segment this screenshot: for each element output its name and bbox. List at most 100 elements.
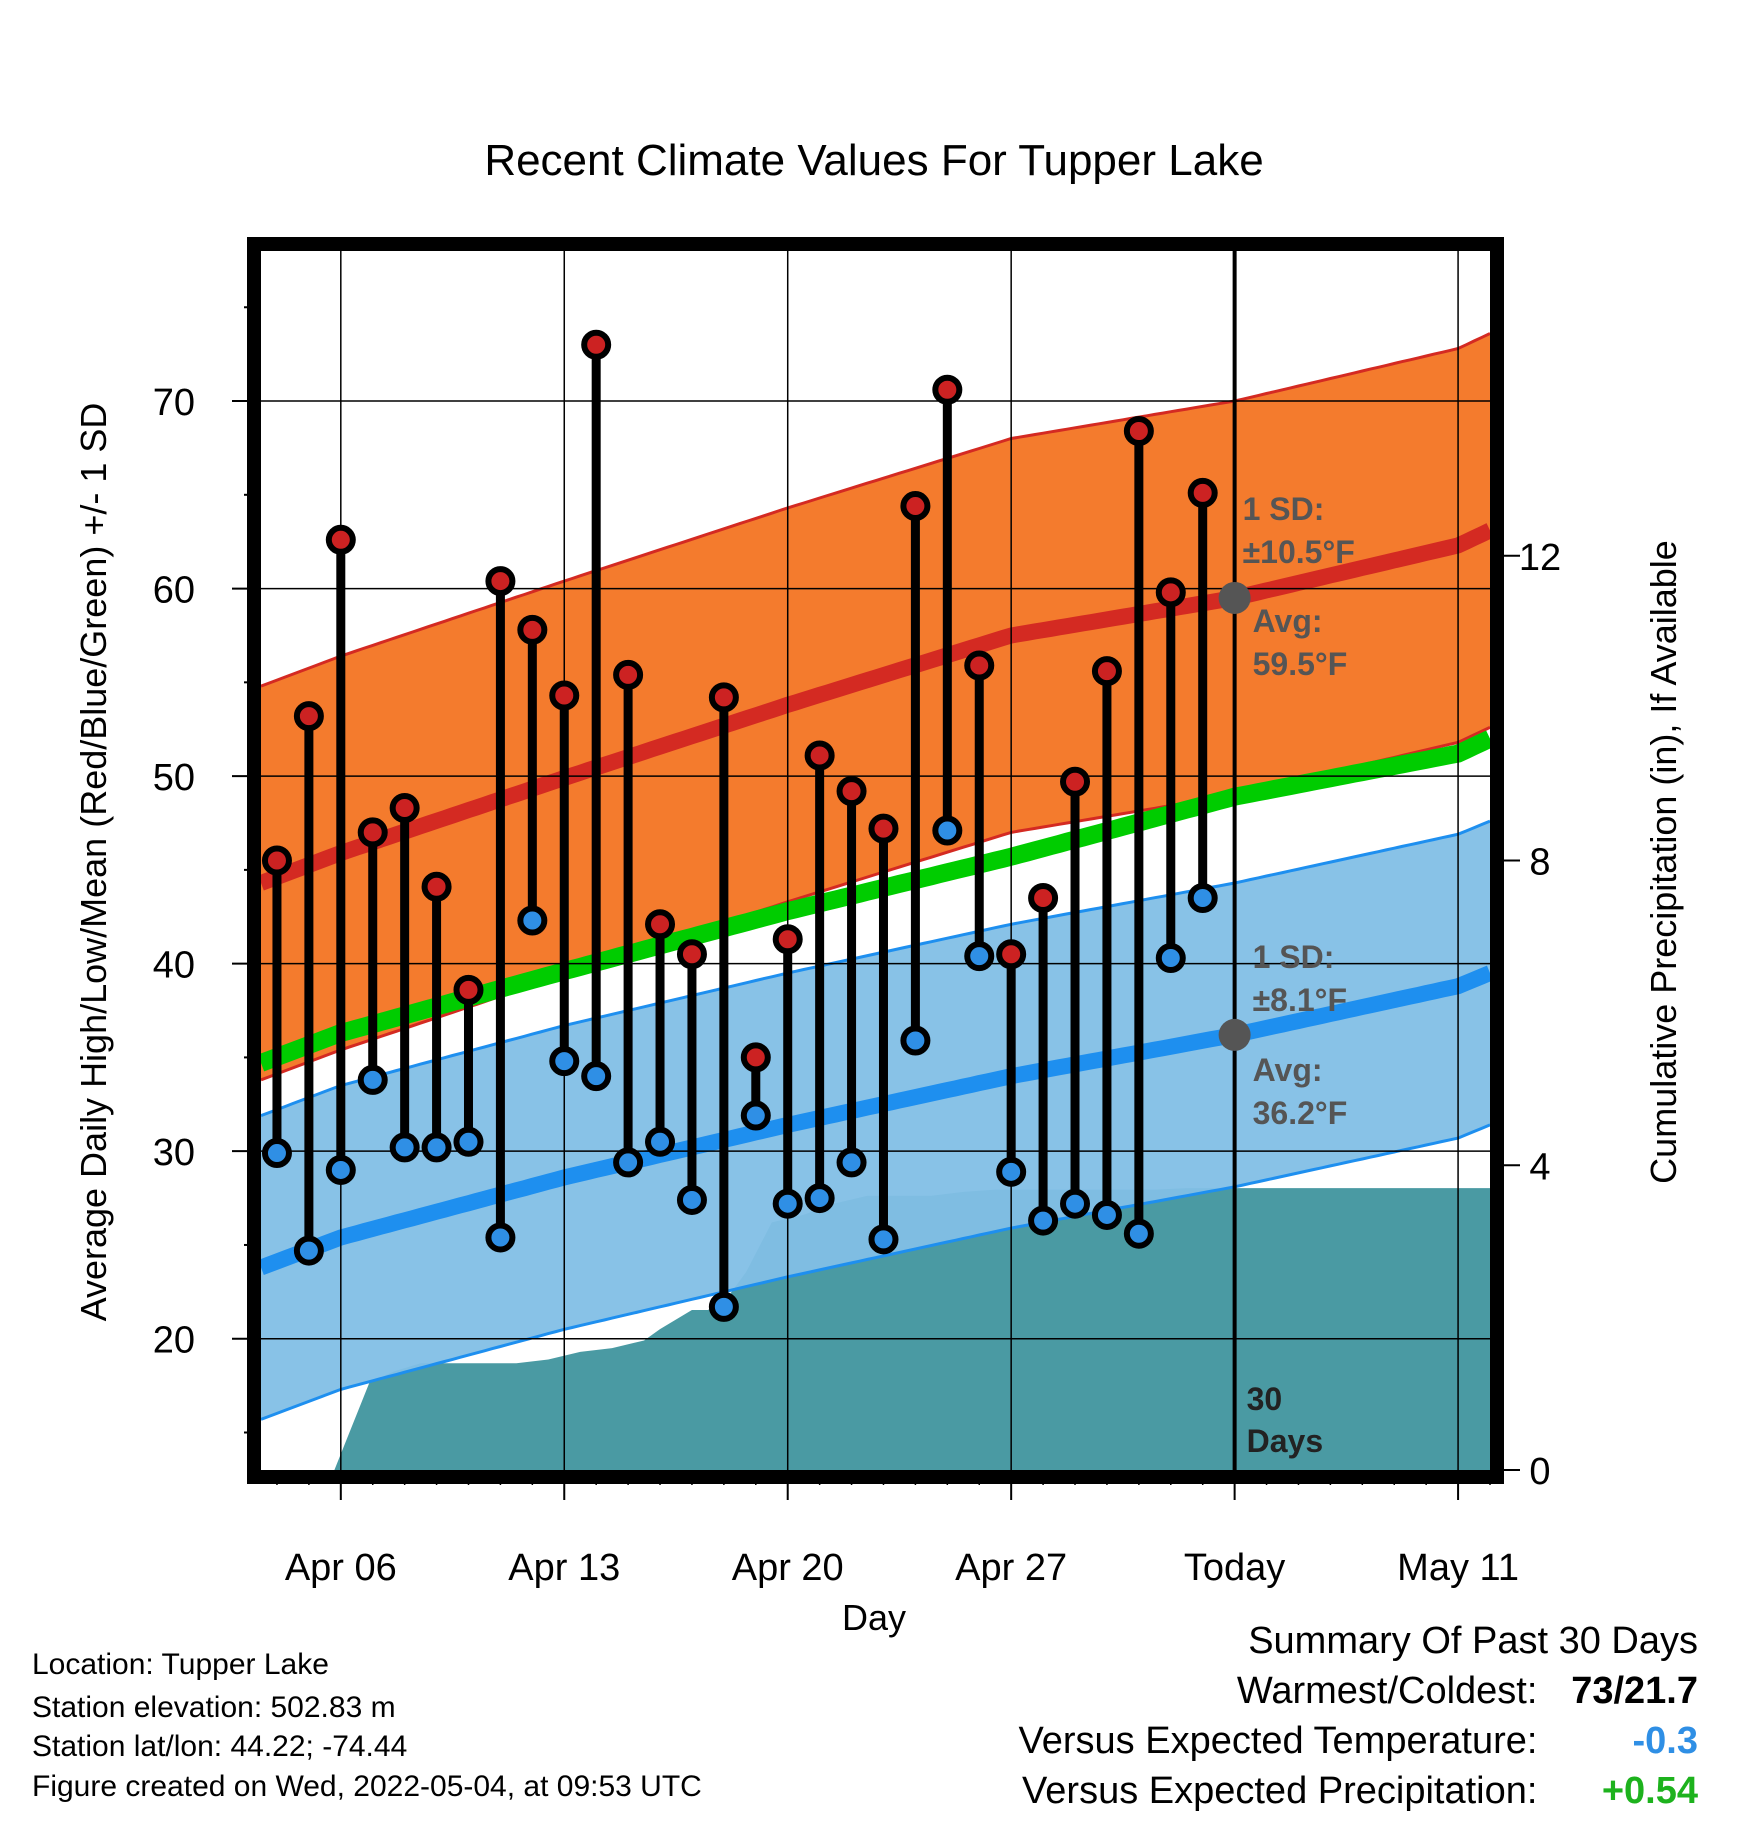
observed-high-point — [996, 939, 1027, 970]
summary-temp-row: Versus Expected Temperature: -0.3 — [1019, 1720, 1698, 1763]
summary-warmest-value: 73/21.7 — [1571, 1670, 1698, 1712]
observed-high-point — [676, 939, 707, 970]
observed-low-point — [325, 1154, 356, 1185]
y-tick-label: 30 — [153, 1132, 195, 1174]
observed-low-point — [357, 1064, 388, 1095]
today-high-avg-point — [1218, 581, 1251, 614]
observed-low-point — [517, 905, 548, 936]
y-tick-label: 20 — [153, 1320, 195, 1362]
observed-high-point — [772, 924, 803, 955]
observed-low-point — [1091, 1199, 1122, 1230]
observed-high-point — [964, 650, 995, 681]
today-low-avg-point — [1218, 1018, 1251, 1051]
observed-low-point — [868, 1224, 899, 1255]
y-tick-label: 50 — [153, 757, 195, 799]
observed-high-point — [1187, 477, 1218, 508]
observed-high-point — [261, 845, 292, 876]
observed-low-point — [1155, 943, 1186, 974]
observed-low-point — [676, 1184, 707, 1215]
observed-high-point — [740, 1042, 771, 1073]
y-axis-label-right: Cumulative Precipitation (in), If Availa… — [1643, 540, 1684, 1184]
summary-precip-value: +0.54 — [1601, 1770, 1698, 1812]
observed-low-point — [996, 1156, 1027, 1187]
observed-low-point — [549, 1046, 580, 1077]
observed-high-point — [868, 813, 899, 844]
precip-cumulative-area — [334, 1188, 1490, 1470]
observed-low-point — [1187, 883, 1218, 914]
chart-title: Recent Climate Values For Tupper Lake — [484, 136, 1263, 185]
low-avg-label: Avg: — [1253, 1052, 1323, 1088]
summary-precip-label: Versus Expected Precipitation: — [1022, 1770, 1538, 1812]
observed-low-point — [740, 1100, 771, 1131]
observed-low-point — [261, 1138, 292, 1169]
observed-high-point — [357, 817, 388, 848]
observed-high-point — [900, 491, 931, 522]
y-axis-label-left: Average Daily High/Low/Mean (Red/Blue/Gr… — [73, 403, 114, 1322]
x-tick-label: May 11 — [1397, 1547, 1519, 1589]
observed-high-point — [613, 659, 644, 690]
observed-high-point — [485, 566, 516, 597]
observed-low-point — [772, 1188, 803, 1219]
high-avg-label: Avg: — [1253, 603, 1323, 639]
y-tick-label: 40 — [153, 945, 195, 987]
plot-area — [261, 251, 1490, 1470]
observed-low-point — [900, 1025, 931, 1056]
normal-high-mean-line — [261, 523, 1490, 891]
observed-low-point — [836, 1147, 867, 1178]
footer-latlon: Station lat/lon: 44.22; -74.44 — [32, 1730, 408, 1763]
observed-high-point — [581, 329, 612, 360]
x-tick-label: Apr 20 — [732, 1547, 844, 1589]
observed-low-point — [485, 1222, 516, 1253]
x-tick-label: Apr 13 — [508, 1547, 620, 1589]
observed-high-point — [517, 614, 548, 645]
low-band-lower-edge — [261, 1123, 1490, 1421]
observed-low-point — [613, 1147, 644, 1178]
x-axis-label: Day — [842, 1597, 906, 1638]
normal-low-mean-line — [261, 965, 1490, 1275]
x-tick-label: Apr 27 — [955, 1547, 1067, 1589]
footer-created: Figure created on Wed, 2022-05-04, at 09… — [32, 1770, 702, 1803]
observed-high-point — [325, 524, 356, 555]
x-tick-label: Apr 06 — [285, 1547, 397, 1589]
y-right-tick-label: 0 — [1529, 1451, 1550, 1493]
high-sd-value: ±10.5°F — [1243, 534, 1355, 570]
summary-temp-value: -0.3 — [1632, 1720, 1698, 1762]
observed-high-point — [1028, 883, 1059, 914]
observed-low-point — [1028, 1205, 1059, 1236]
observed-high-point — [453, 974, 484, 1005]
high-band-upper-edge — [261, 332, 1490, 688]
observed-high-point — [549, 680, 580, 711]
observed-high-point — [645, 909, 676, 940]
observed-low-point — [389, 1132, 420, 1163]
observed-high-point — [932, 374, 963, 405]
high-avg-value: 59.5°F — [1253, 646, 1348, 682]
footer-elevation: Station elevation: 502.83 m — [32, 1691, 396, 1724]
high-sd-label: 1 SD: — [1243, 491, 1325, 527]
axes-layer: Apr 06 Apr 13 Apr 20 Apr 27 Today May 11 20 30 4… — [153, 306, 1561, 1589]
observed-low-point — [581, 1061, 612, 1092]
low-avg-value: 36.2°F — [1253, 1095, 1348, 1131]
observed-high-point — [1091, 656, 1122, 687]
observed-high-point — [1060, 766, 1091, 797]
x-tick-label: Today — [1184, 1547, 1285, 1589]
today-days-label: Days — [1247, 1423, 1324, 1459]
y-right-tick-label: 8 — [1529, 842, 1550, 884]
observed-high-point — [708, 682, 739, 713]
observed-low-point — [804, 1183, 835, 1214]
y-tick-label: 70 — [153, 382, 195, 424]
y-right-tick-label: 4 — [1529, 1146, 1550, 1188]
summary-warmest-label: Warmest/Coldest: — [1236, 1670, 1538, 1712]
observed-high-point — [293, 701, 324, 732]
observed-low-point — [964, 941, 995, 972]
observed-high-point — [421, 871, 452, 902]
today-days-number: 30 — [1247, 1381, 1283, 1417]
annotation-layer: 1 SD: ±10.5°F Avg: 59.5°F 1 SD: ±8.1°F Avg: 36.… — [1218, 491, 1355, 1459]
observed-low-point — [1123, 1218, 1154, 1249]
summary-warmest-row: Warmest/Coldest: 73/21.7 — [1237, 1670, 1698, 1713]
observed-high-point — [836, 776, 867, 807]
observed-high-point — [1155, 577, 1186, 608]
low-sd-label: 1 SD: — [1253, 939, 1335, 975]
observed-low-point — [421, 1132, 452, 1163]
summary-title: Summary Of Past 30 Days — [1248, 1620, 1698, 1662]
